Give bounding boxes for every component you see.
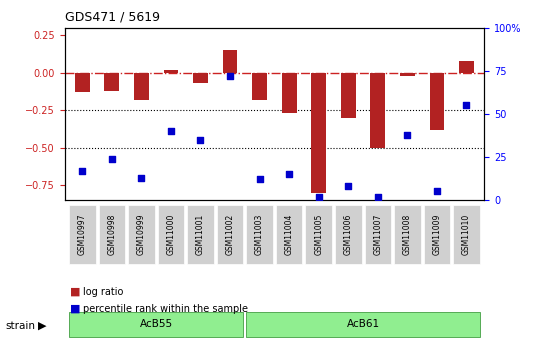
Point [433,189,441,194]
FancyBboxPatch shape [246,312,480,337]
Point [462,102,471,108]
FancyBboxPatch shape [158,205,184,264]
Point [373,194,382,199]
Point [314,194,323,199]
Point [167,128,175,134]
Bar [429,72,444,130]
FancyBboxPatch shape [335,205,362,264]
Bar [75,72,90,92]
FancyBboxPatch shape [276,205,302,264]
Text: GSM11009: GSM11009 [433,214,441,255]
Bar [400,72,415,76]
Point [344,184,352,189]
Text: percentile rank within the sample: percentile rank within the sample [83,304,249,314]
Text: GSM11010: GSM11010 [462,214,471,255]
FancyBboxPatch shape [69,312,243,337]
Point [285,171,293,177]
Point [196,137,205,142]
Text: ▶: ▶ [38,321,46,331]
Text: GSM11004: GSM11004 [285,214,294,255]
Text: GSM10997: GSM10997 [78,214,87,255]
FancyBboxPatch shape [128,205,155,264]
FancyBboxPatch shape [98,205,125,264]
FancyBboxPatch shape [69,205,96,264]
Text: AcB61: AcB61 [346,319,380,329]
Text: log ratio: log ratio [83,287,124,296]
Bar [223,50,237,72]
Bar [164,70,178,72]
Bar [312,72,326,193]
FancyBboxPatch shape [187,205,214,264]
Text: GSM10998: GSM10998 [108,214,116,255]
Bar [282,72,296,113]
Point [226,73,235,79]
FancyBboxPatch shape [394,205,421,264]
Text: GSM10999: GSM10999 [137,214,146,255]
FancyBboxPatch shape [365,205,391,264]
Text: GSM11003: GSM11003 [255,214,264,255]
Text: GSM11005: GSM11005 [314,214,323,255]
Text: GDS471 / 5619: GDS471 / 5619 [65,10,160,23]
FancyBboxPatch shape [217,205,243,264]
Point [403,132,412,137]
Text: ■: ■ [70,304,81,314]
Bar [193,72,208,83]
Text: GSM11001: GSM11001 [196,214,205,255]
Text: GSM11007: GSM11007 [373,214,383,255]
FancyBboxPatch shape [306,205,332,264]
Bar [459,61,474,72]
FancyBboxPatch shape [246,205,273,264]
Text: strain: strain [5,321,36,331]
Point [108,156,116,161]
FancyBboxPatch shape [423,205,450,264]
Bar [134,72,149,100]
Point [78,168,87,174]
Text: GSM11008: GSM11008 [403,214,412,255]
Bar [104,72,119,91]
Text: GSM11002: GSM11002 [225,214,235,255]
FancyBboxPatch shape [453,205,480,264]
Point [256,177,264,182]
Text: GSM11000: GSM11000 [166,214,175,255]
Bar [371,72,385,148]
Text: AcB55: AcB55 [139,319,173,329]
Bar [252,72,267,100]
Point [137,175,146,180]
Text: GSM11006: GSM11006 [344,214,353,255]
Text: ■: ■ [70,287,81,296]
Bar [341,72,356,118]
